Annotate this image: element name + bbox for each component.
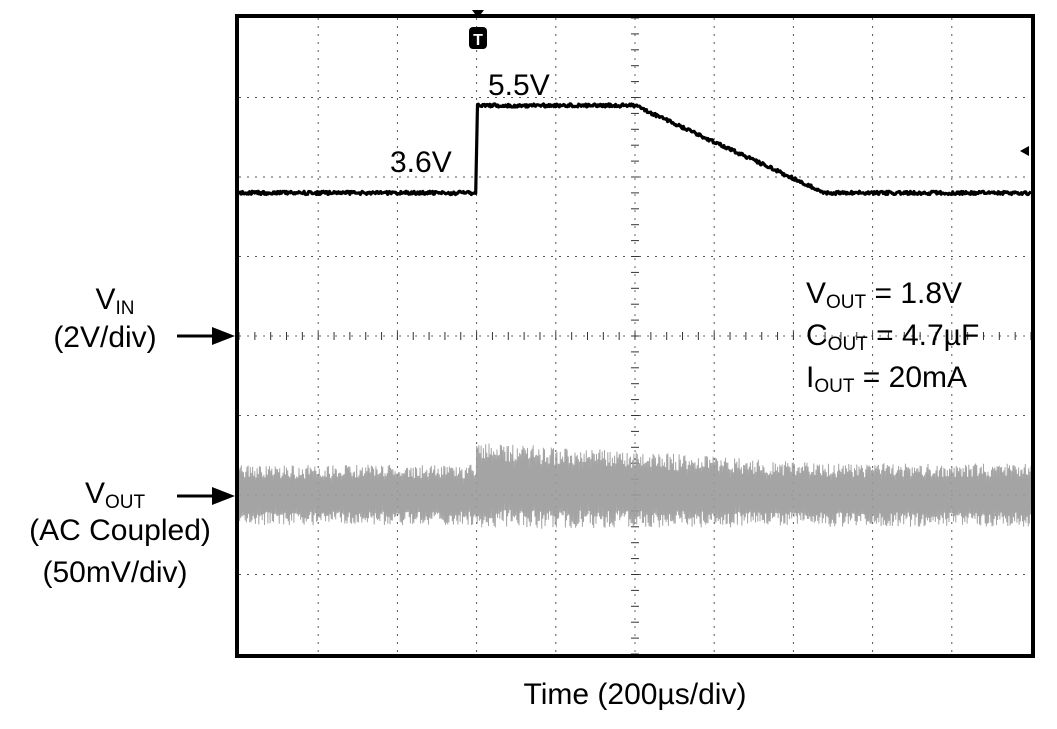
vout-channel-arrow-icon: [177, 487, 235, 505]
vout-name: VOUT: [84, 477, 146, 513]
condition-vout: VOUT = 1.8V: [806, 277, 963, 313]
vout-scale: (50mV/div): [42, 556, 188, 589]
vin-trace: [237, 102, 1033, 197]
vout-coupling: (AC Coupled): [29, 514, 211, 547]
vin-scale: (2V/div): [53, 321, 157, 354]
plot-frame: [235, 14, 1035, 658]
time-axis-label: Time (200µs/div): [523, 678, 747, 711]
vout-trace: [238, 443, 1032, 529]
vin-name: VIN: [95, 283, 135, 319]
vin-level-arrow-icon: [1020, 146, 1029, 156]
vin-trace-line: [237, 102, 1033, 197]
condition-iout: IOUT = 20mA: [806, 361, 968, 397]
vout-ripple-line: [238, 443, 1032, 529]
trigger-marker-label: T: [473, 32, 483, 49]
grid: [238, 17, 1032, 655]
vin-level-high-label: 5.5V: [488, 69, 550, 102]
condition-cout: COUT = 4.7µF: [806, 319, 980, 355]
vin-channel-arrow-icon: [177, 327, 235, 345]
trigger-marker: T: [469, 10, 487, 49]
vin-level-low-label: 3.6V: [390, 146, 452, 179]
